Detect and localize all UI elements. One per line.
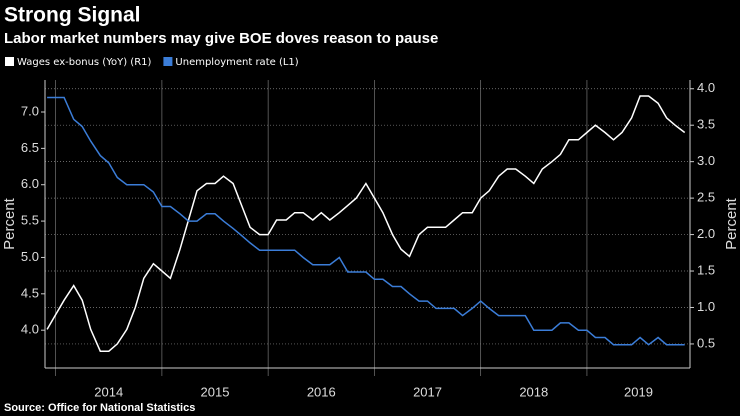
y2-tick-label: 1.5 xyxy=(697,262,715,277)
y-axis-label: Percent xyxy=(1,197,18,250)
y-tick-label: 6.0 xyxy=(21,176,39,191)
y-tick-label: 7.0 xyxy=(21,103,39,118)
x-tick-label: 2016 xyxy=(307,384,336,399)
y2-tick-label: 0.5 xyxy=(697,335,715,350)
y-tick-label: 5.5 xyxy=(21,213,39,228)
y2-tick-label: 4.0 xyxy=(697,80,715,95)
x-tick-label: 2015 xyxy=(201,384,230,399)
x-tick-label: 2017 xyxy=(413,384,442,399)
y2-tick-label: 3.5 xyxy=(697,117,715,132)
legend-label: Unemployment rate (L1) xyxy=(175,57,298,68)
chart-subtitle: Labor market numbers may give BOE doves … xyxy=(4,30,438,47)
y-tick-label: 5.0 xyxy=(21,249,39,264)
y-tick-label: 4.0 xyxy=(21,322,39,337)
y2-tick-label: 2.0 xyxy=(697,226,715,241)
source: Source: Office for National Statistics xyxy=(4,402,195,414)
x-tick-label: 2014 xyxy=(94,384,123,399)
x-tick-label: 2019 xyxy=(624,384,653,399)
legend-swatch xyxy=(163,57,173,66)
y-tick-label: 4.5 xyxy=(21,285,39,300)
y2-tick-label: 3.0 xyxy=(697,153,715,168)
y2-tick-label: 1.0 xyxy=(697,299,715,314)
chart-title: Strong Signal xyxy=(4,4,141,27)
series-line xyxy=(46,95,686,352)
y-tick-label: 6.5 xyxy=(21,140,39,155)
y2-axis-label: Percent xyxy=(723,197,740,250)
y2-tick-label: 2.5 xyxy=(697,190,715,205)
legend-swatch xyxy=(5,57,14,66)
legend-label: Wages ex-bonus (YoY) (R1) xyxy=(17,57,151,68)
series-line xyxy=(47,96,685,346)
x-tick-label: 2018 xyxy=(519,384,548,399)
